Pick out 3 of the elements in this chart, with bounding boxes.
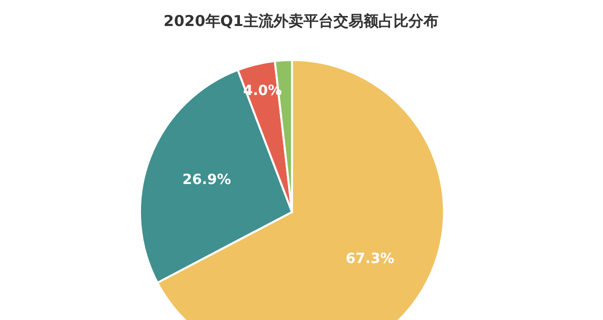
data-label: 26.9% [182,172,231,188]
chart-title: 2020年Q1主流外卖平台交易额占比分布 [164,12,438,30]
data-label: 67.3% [346,251,394,268]
